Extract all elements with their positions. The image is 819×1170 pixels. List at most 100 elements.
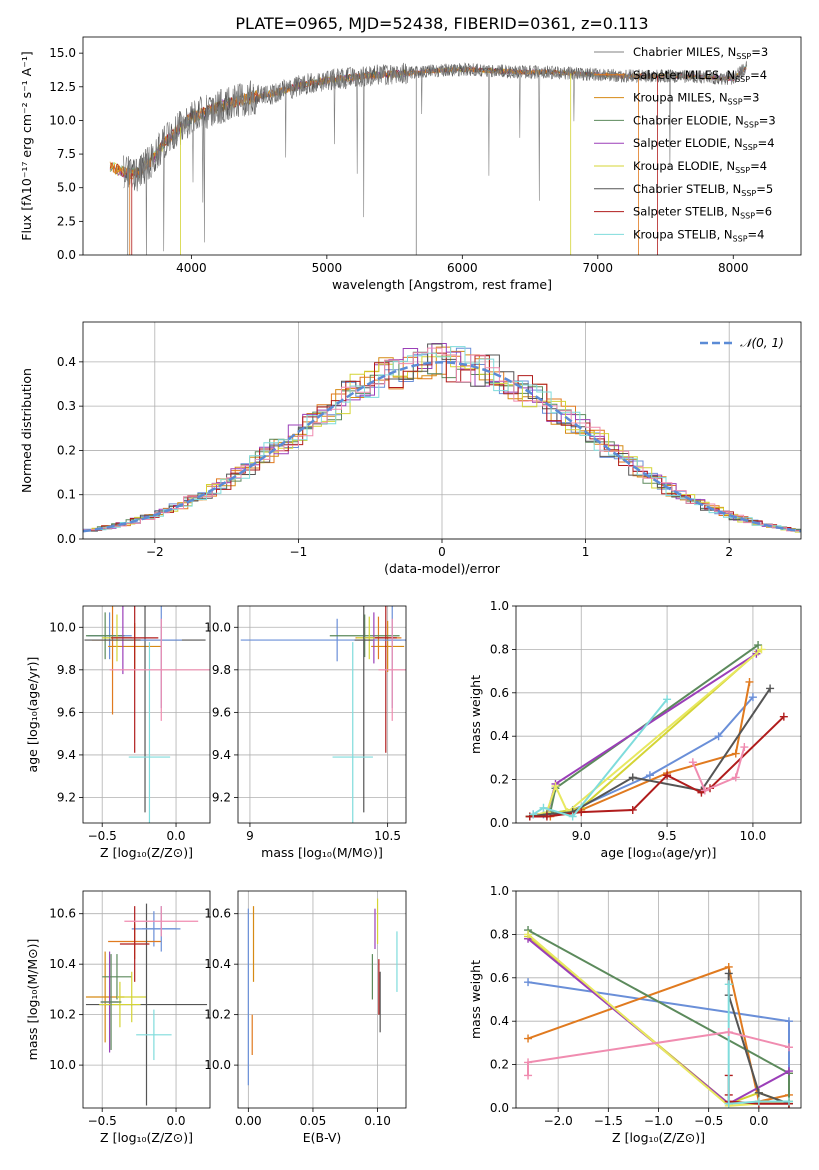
mass-weight-marker: [740, 743, 749, 752]
mass-weight-vs-metallicity-plot-area: [524, 926, 793, 1108]
mass-weight-marker: [766, 684, 775, 693]
errorbar-point: [85, 612, 125, 660]
figure-title: PLATE=0965, MJD=52438, FIBERID=0361, z=0…: [235, 14, 648, 33]
mass-weight-marker: [754, 1088, 763, 1097]
x-tick-label: 0.0: [749, 1114, 768, 1128]
mass-weight-marker: [524, 1058, 533, 1067]
y-tick-label: 9.8: [57, 663, 76, 677]
age-vs-mass-panel: 9 10.5 9.2 9.4 9.6 9.8 10.0 mass [log₁₀(M/M⊙)]: [204, 605, 407, 860]
x-tick-label: 10.0: [740, 829, 767, 843]
y-tick-label: 10.0: [204, 1058, 231, 1072]
mass-weight-marker: [551, 782, 560, 791]
errorbar-point: [116, 971, 147, 1023]
mass-vs-metallicity-xlabel: Z [log₁₀(Z/Z⊙)]: [100, 1130, 193, 1145]
y-tick-label: 0.3: [57, 399, 76, 413]
mass-weight-marker: [724, 1028, 733, 1037]
x-tick-label: 10.5: [374, 829, 401, 843]
mass-vs-ebv-panel: 0.00 0.05 0.10 10.0 10.2 10.4 10.6 E(B-V): [204, 890, 407, 1145]
mass-weight-marker: [688, 758, 697, 767]
mass-weight-marker: [745, 677, 754, 686]
mass-weight-vs-age-panel: 9.0 9.5 10.0 0.0 0.2 0.4 0.6 0.8 1.0 age [log₁₀(a…: [468, 599, 802, 860]
legend-entry: Salpeter STELIB, NSSP=6: [633, 205, 772, 221]
mass-weight-marker: [779, 712, 788, 721]
y-tick-label: 0.4: [57, 355, 76, 369]
legend-entry: Salpeter MILES, NSSP=4: [633, 68, 767, 84]
y-tick-label: 0.8: [490, 642, 509, 656]
x-tick-label: −0.5: [694, 1114, 723, 1128]
y-tick-label: 0.0: [57, 532, 76, 546]
y-tick-label: 5.0: [57, 181, 76, 195]
x-tick-label: 5000: [312, 261, 343, 275]
legend-entry: Salpeter ELODIE, NSSP=4: [633, 136, 775, 152]
y-tick-label: 0.6: [490, 971, 509, 985]
errorbar-point: [111, 606, 159, 753]
errorbar-point: [329, 614, 400, 658]
mass-weight-marker: [628, 805, 637, 814]
mass-vs-metallicity-ylabel: mass [log₁₀(M/M⊙)]: [25, 939, 40, 1061]
mass-weight-marker: [757, 645, 766, 654]
errorbar-point: [374, 606, 397, 753]
age-vs-mass-xlabel: mass [log₁₀(M/M⊙)]: [261, 845, 383, 860]
mass-weight-marker: [700, 786, 709, 795]
y-tick-label: 10.0: [49, 1058, 76, 1072]
spectrum-xlabel: wavelength [Angstrom, rest frame]: [332, 277, 552, 292]
mass-weight-marker: [754, 641, 763, 650]
mass-weight-marker: [577, 808, 586, 817]
y-tick-label: 0.2: [490, 773, 509, 787]
y-tick-label: 15.0: [49, 46, 76, 60]
x-tick-label: −2.0: [544, 1114, 573, 1128]
y-tick-label: 10.4: [204, 957, 231, 971]
spectrum-plot-area: [109, 60, 748, 255]
x-tick-label: 0.0: [166, 829, 185, 843]
errorbar-point: [371, 620, 405, 672]
residuals-plot-area: [83, 343, 801, 533]
y-tick-label: 0.2: [490, 1058, 509, 1072]
y-tick-label: 0.6: [490, 686, 509, 700]
x-tick-label: 0: [438, 545, 446, 559]
mass-weight-series-10: [691, 746, 746, 792]
y-tick-label: 0.2: [57, 443, 76, 457]
y-tick-label: 12.5: [49, 80, 76, 94]
y-tick-label: 10.0: [49, 620, 76, 634]
y-tick-label: 10.0: [204, 620, 231, 634]
legend-entry: Chabrier MILES, NSSP=3: [633, 45, 768, 61]
mass-weight-marker: [663, 695, 672, 704]
mass-weight-marker: [731, 749, 740, 758]
y-tick-label: 0.0: [57, 248, 76, 262]
mass-weight-marker: [754, 1097, 763, 1106]
axes-frame: [237, 890, 407, 1109]
axes-frame: [515, 890, 802, 1109]
y-tick-label: 0.8: [490, 927, 509, 941]
x-tick-label: 9.5: [658, 829, 677, 843]
x-tick-label: −1: [290, 545, 308, 559]
mass-weight-marker: [663, 771, 672, 780]
x-tick-label: 0.10: [364, 1114, 391, 1128]
mass-weight-marker: [714, 732, 723, 741]
age-vs-metallicity-xlabel: Z [log₁₀(Z/Z⊙)]: [100, 845, 193, 860]
mass-weight-marker: [628, 773, 637, 782]
x-tick-label: −1.5: [594, 1114, 623, 1128]
mass-weight-marker: [748, 693, 757, 702]
y-tick-label: 9.2: [57, 790, 76, 804]
legend-entry: 𝒩(0, 1): [740, 336, 784, 350]
errorbar-point: [136, 1009, 172, 1061]
y-tick-label: 10.2: [204, 1008, 231, 1022]
y-tick-label: 1.0: [490, 599, 509, 613]
errorbar-point: [354, 606, 373, 813]
x-tick-label: 1: [582, 545, 590, 559]
x-tick-label: 8000: [718, 261, 749, 275]
x-tick-label: 6000: [447, 261, 478, 275]
mass-weight-marker: [524, 1034, 533, 1043]
y-tick-label: 9.8: [212, 663, 231, 677]
age-vs-metallicity-panel: −0.5 0.0 9.2 9.4 9.6 9.8 10.0 Z [log₁₀(Z/Z⊙)] ag…: [25, 605, 211, 860]
mass-weight-marker: [539, 803, 548, 812]
y-tick-label: 9.6: [212, 705, 231, 719]
mass-weight-marker: [784, 1097, 793, 1106]
y-tick-label: 10.6: [49, 907, 76, 921]
mass-weight-marker: [529, 810, 538, 819]
mass-vs-ebv-xlabel: E(B-V): [303, 1130, 342, 1145]
residuals-ylabel: Normed distribution: [19, 368, 34, 493]
y-tick-label: 7.5: [57, 147, 76, 161]
errorbar-point: [124, 906, 199, 937]
mass-weight-marker: [524, 930, 533, 939]
